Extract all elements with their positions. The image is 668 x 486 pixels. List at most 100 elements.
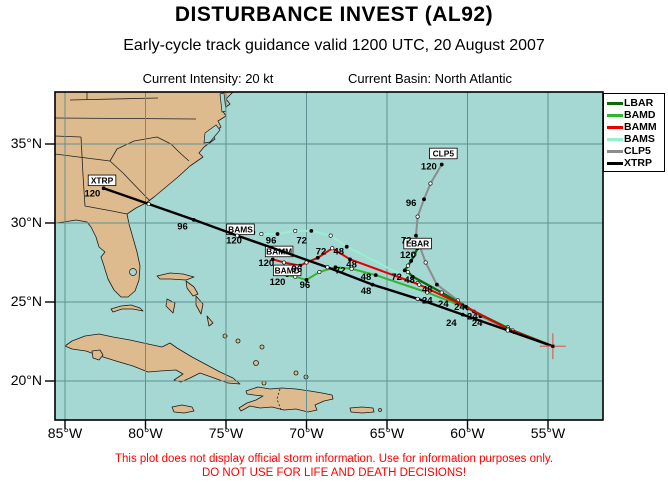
model-name-box-clp5 bbox=[429, 147, 458, 160]
model-legend: LBAR BAMD BAMM BAMS CLP5 XTRP bbox=[603, 93, 665, 172]
model-name-text: LBAR bbox=[406, 239, 429, 249]
hour-label-clp5-72: 72 bbox=[401, 236, 412, 247]
land-jamaica bbox=[171, 404, 195, 414]
track-dot-24h bbox=[439, 162, 444, 167]
track-dot-24h bbox=[409, 259, 414, 263]
legend-swatch bbox=[607, 101, 623, 105]
hour-label-lbar-72: 72 bbox=[391, 272, 402, 283]
land-hispaniola bbox=[238, 386, 334, 413]
legend-item-clp5: CLP5 bbox=[604, 145, 664, 157]
map-frame-and-ticks bbox=[45, 91, 604, 429]
hour-label-bamd-24: 24 bbox=[454, 302, 465, 313]
track-dot-12h bbox=[325, 265, 330, 270]
legend-label: BAMM bbox=[624, 121, 657, 133]
hour-label-clp5-120: 120 bbox=[421, 161, 437, 172]
hour-label-bams-72: 72 bbox=[296, 236, 307, 247]
track-dot-24h bbox=[280, 249, 285, 254]
track-dot-24h bbox=[348, 257, 352, 262]
lake-okeechobee bbox=[129, 268, 137, 276]
lat-axis-label: 35°N bbox=[10, 135, 42, 151]
track-dot-24h bbox=[463, 304, 468, 309]
hour-label-bamd-120: 120 bbox=[270, 277, 286, 288]
hour-label-clp5-24: 24 bbox=[472, 318, 483, 329]
track-dot-24h bbox=[410, 274, 415, 279]
model-name-box-lbar bbox=[403, 237, 432, 250]
track-dot-24h bbox=[460, 312, 465, 317]
legend-swatch bbox=[607, 161, 623, 165]
hour-label-bamm-24: 24 bbox=[438, 299, 449, 310]
model-tracks-layer: BAMSCLP5BAMDLBARBAMM24487296120244872961… bbox=[84, 147, 566, 360]
hour-label-bamm-72: 72 bbox=[316, 247, 327, 258]
model-name-text: BAMD bbox=[275, 266, 300, 276]
track-dot-12h bbox=[349, 266, 354, 271]
track-dot-12h bbox=[423, 260, 428, 265]
track-dot-24h bbox=[101, 186, 106, 191]
track-dot-24h bbox=[270, 257, 275, 262]
hour-label-bams-96: 96 bbox=[266, 236, 277, 247]
legend-item-xtrp: XTRP bbox=[604, 157, 664, 169]
hour-label-lbar-120: 120 bbox=[400, 250, 416, 261]
track-dot-12h bbox=[412, 252, 417, 257]
legend-swatch bbox=[607, 137, 623, 141]
land-cuba bbox=[64, 333, 241, 385]
track-dot-12h bbox=[405, 263, 410, 268]
track-dot-12h bbox=[317, 269, 322, 274]
model-name-box-xtrp bbox=[87, 174, 117, 187]
track-dot-24h bbox=[414, 233, 418, 238]
disclaimer-line2: DO NOT USE FOR LIFE AND DEATH DECISIONS! bbox=[201, 467, 467, 479]
legend-label: LBAR bbox=[624, 97, 654, 109]
hour-label-bamm-48: 48 bbox=[346, 259, 357, 270]
track-dot-12h bbox=[405, 269, 410, 274]
lat-axis-label: 25°N bbox=[10, 293, 42, 309]
lon-axis-label: 65°W bbox=[369, 425, 405, 441]
lat-axis-label: 30°N bbox=[10, 214, 42, 230]
lat-axis-label: 20°N bbox=[10, 372, 42, 388]
hour-label-bamd-48: 48 bbox=[361, 272, 372, 283]
track-dot-12h bbox=[505, 328, 510, 333]
start-position-dot bbox=[551, 344, 555, 348]
current-intensity-label: Current Intensity: 20 kt bbox=[142, 71, 274, 86]
hour-label-bamm-96: 96 bbox=[292, 264, 303, 275]
legend-swatch bbox=[607, 125, 623, 129]
model-name-box-bams bbox=[226, 223, 255, 236]
land-florida-keys bbox=[110, 304, 144, 313]
disclaimer-line1: This plot does not display official stor… bbox=[114, 453, 554, 465]
legend-item-bamm: BAMM bbox=[604, 121, 664, 133]
track-dot-24h bbox=[304, 277, 309, 282]
pamlico-sound bbox=[203, 124, 221, 144]
legend-label: CLP5 bbox=[624, 145, 651, 157]
hour-label-bams-120: 120 bbox=[226, 236, 242, 247]
hour-label-xtrp-48: 48 bbox=[361, 286, 372, 297]
track-dot-24h bbox=[422, 197, 426, 202]
track-dot-12h bbox=[428, 181, 433, 186]
model-name-text: CLP5 bbox=[433, 149, 455, 159]
hour-label-lbar-48: 48 bbox=[404, 275, 415, 286]
lon-axis-label: 85°W bbox=[47, 425, 83, 441]
page-title: DISTURBANCE INVEST (AL92) bbox=[174, 3, 494, 26]
lon-axis-label: 55°W bbox=[530, 425, 566, 441]
track-dot-24h bbox=[333, 265, 338, 270]
track-dot-12h bbox=[293, 228, 298, 233]
track-dot-12h bbox=[330, 246, 335, 251]
legend-item-bams: BAMS bbox=[604, 133, 664, 145]
track-dot-12h bbox=[259, 232, 264, 237]
track-dot-24h bbox=[344, 244, 349, 249]
track-dot-12h bbox=[281, 260, 286, 265]
current-basin-label: Current Basin: North Atlantic bbox=[347, 71, 513, 86]
track-dot-12h bbox=[235, 233, 240, 238]
track-dot-24h bbox=[309, 229, 314, 233]
legend-label: BAMD bbox=[624, 109, 656, 121]
lon-axis-label: 75°W bbox=[208, 425, 244, 441]
legend-swatch bbox=[607, 113, 623, 117]
hour-label-xtrp-120: 120 bbox=[84, 188, 100, 199]
lon-axis-label: 70°W bbox=[289, 425, 324, 441]
track-dot-24h bbox=[191, 217, 196, 222]
track-dot-24h bbox=[373, 273, 378, 278]
track-dot-24h bbox=[402, 268, 407, 273]
legend-label: XTRP bbox=[624, 157, 653, 169]
hour-label-clp5-48: 48 bbox=[422, 285, 433, 296]
legend-label: BAMS bbox=[624, 133, 655, 145]
hour-label-bamd-96: 96 bbox=[300, 280, 311, 291]
legend-item-lbar: LBAR bbox=[604, 97, 664, 109]
